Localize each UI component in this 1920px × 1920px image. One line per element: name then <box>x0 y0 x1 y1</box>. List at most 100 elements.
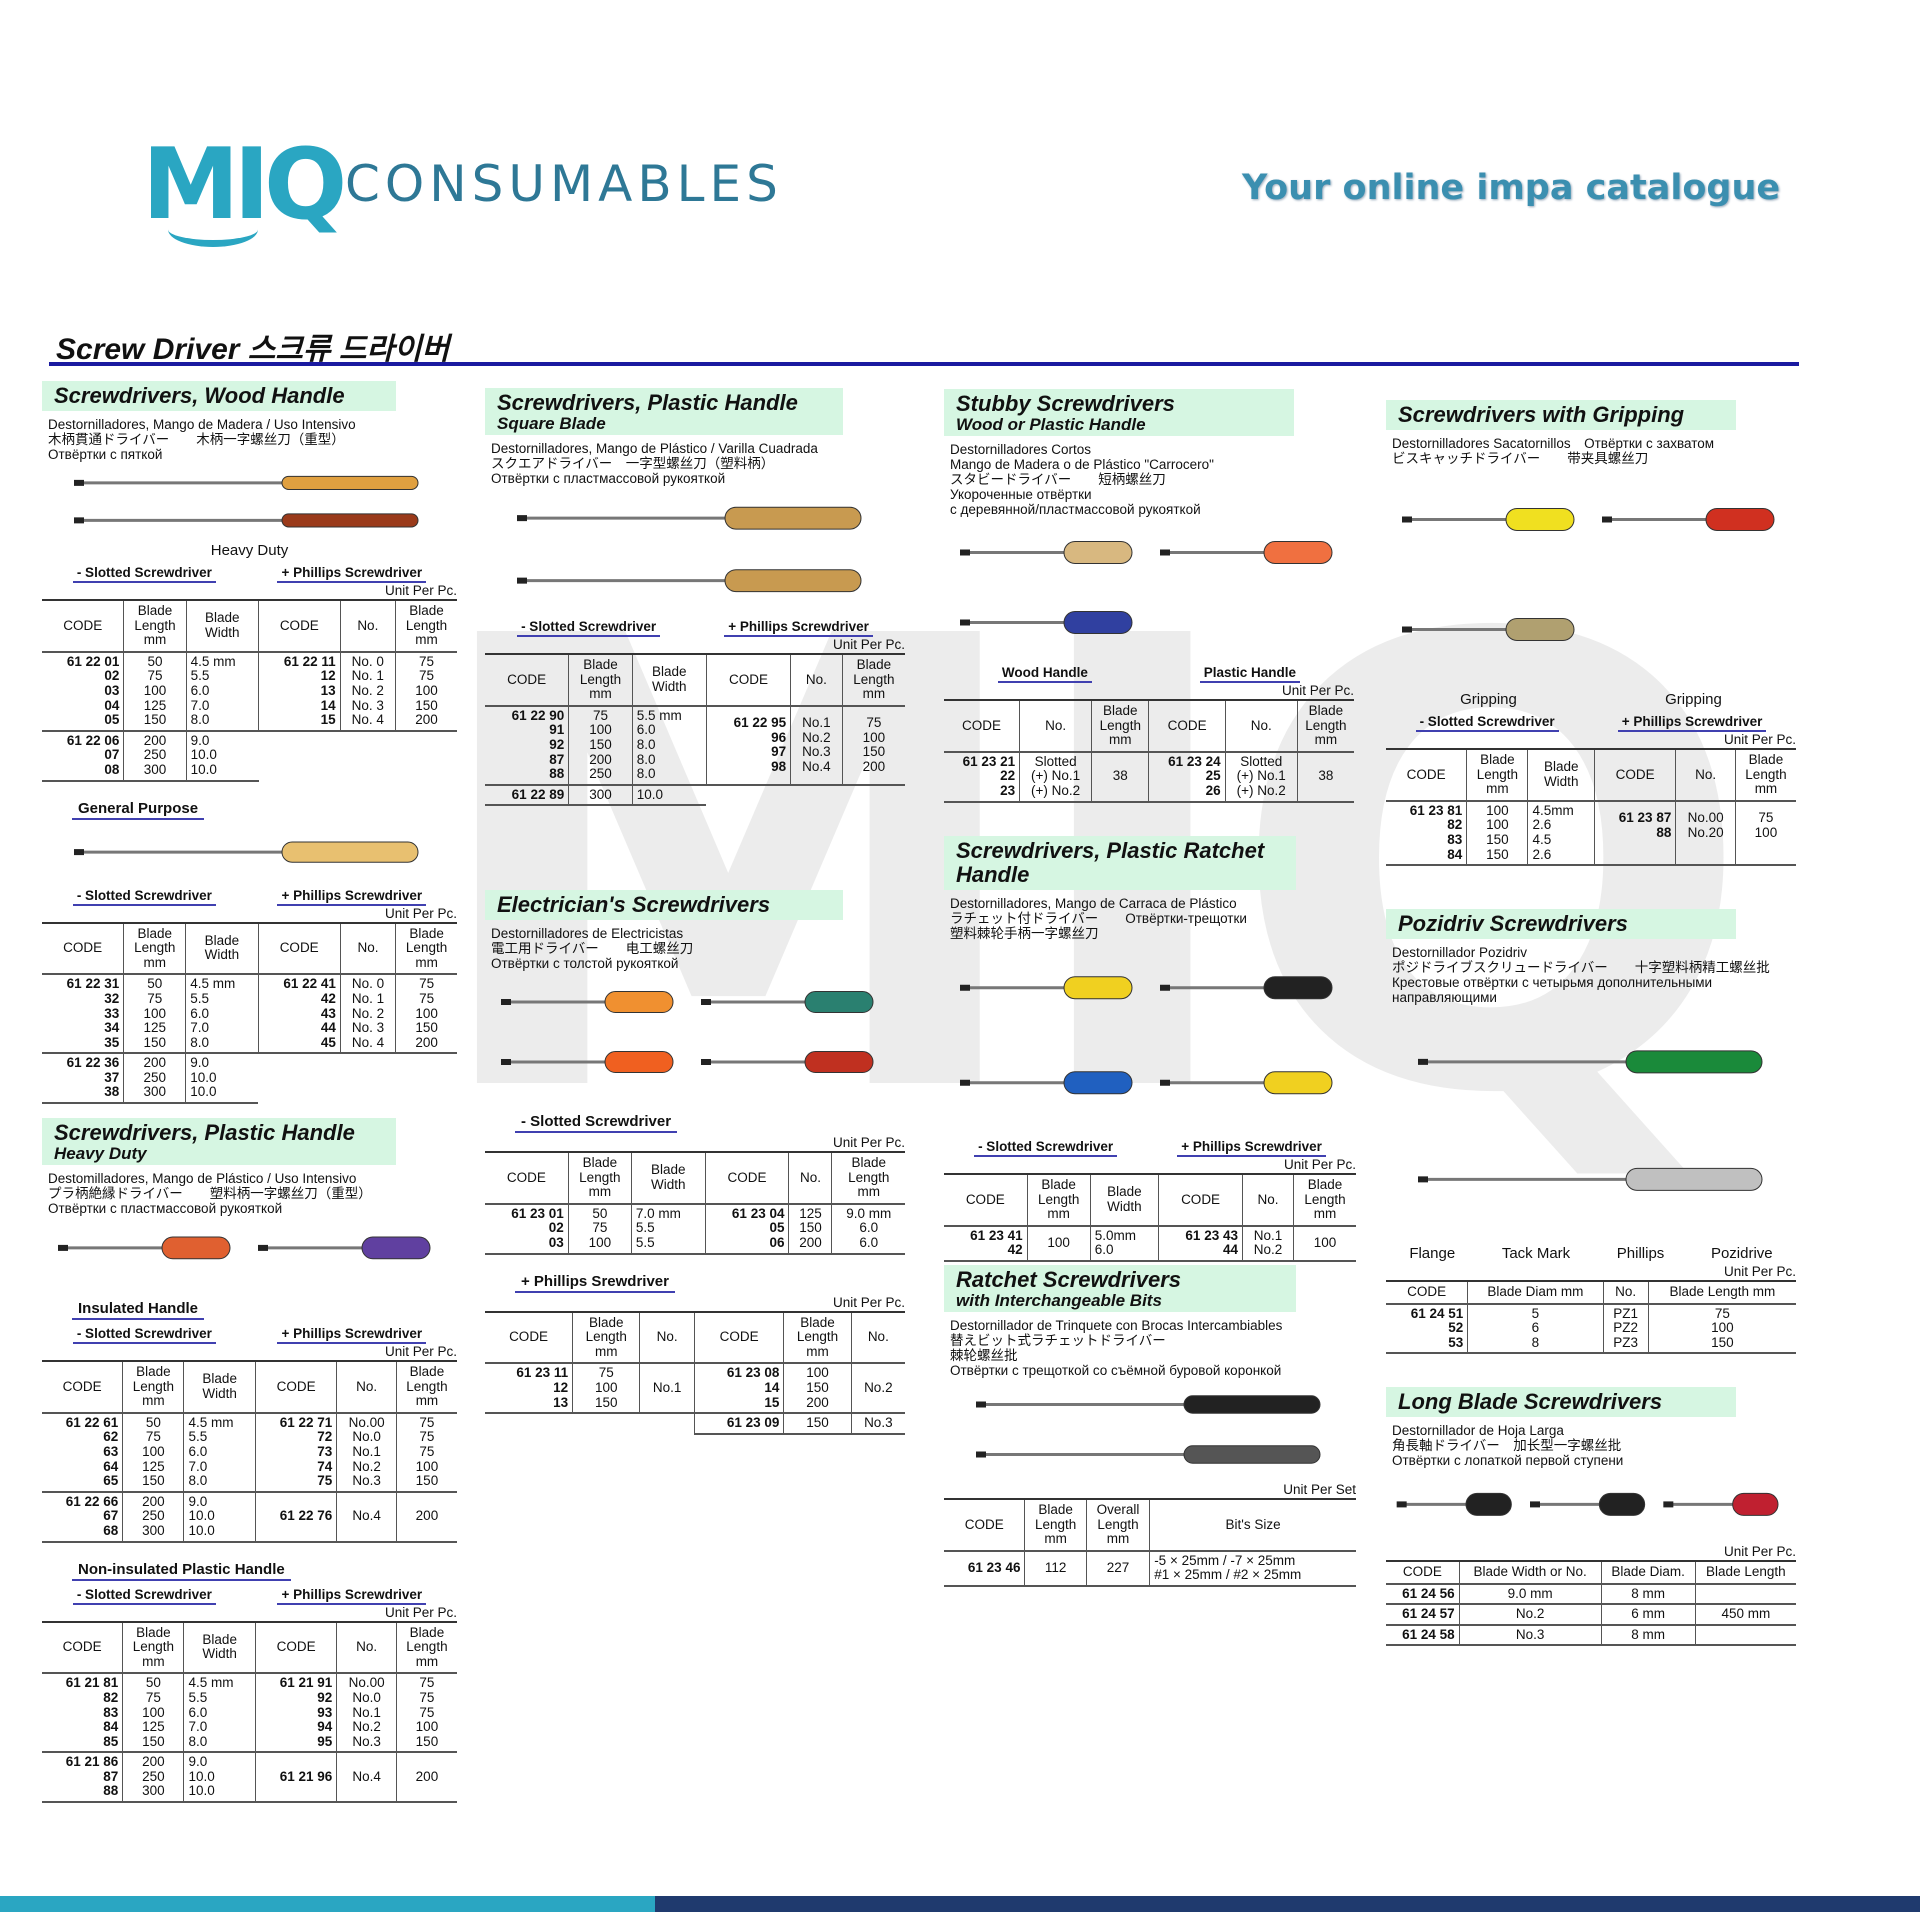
screwdriver-handle <box>724 506 862 530</box>
table-cell: 61 22 06 07 08 <box>42 730 124 782</box>
description-line: Destornilladores, Mango de Plástico / Va… <box>491 441 818 456</box>
section-title: Screwdrivers, Wood Handle <box>54 383 345 408</box>
column-header: Blade Length mm <box>1024 1498 1087 1552</box>
screwdriver-handle <box>281 840 419 863</box>
header-row: CODE Blade Length mm No. CODE Blade Length m… <box>485 1310 905 1365</box>
table-cell: 61 23 24 25 26 <box>1148 751 1226 803</box>
table-cell: 75 100 150 <box>1647 1303 1796 1355</box>
table-cell: No.2 <box>850 1363 905 1415</box>
screwdriver-handle <box>1263 976 1333 1000</box>
column-header: Blade Length mm <box>568 653 633 707</box>
product-table: CODE Blade Length mm Blade Width CODE No. Bla… <box>1386 748 1796 867</box>
description-line: Destornilladores Cortos <box>950 442 1092 457</box>
column-header: Blade Length mm <box>122 1360 184 1414</box>
table-cell: 450 mm <box>1694 1604 1796 1626</box>
description-line: 角長軸ドライバー 加长型一字螺丝批 <box>1392 1438 1622 1453</box>
column-header: Blade Length mm <box>1466 748 1528 802</box>
table-cell: 200 250 300 <box>123 730 187 782</box>
table-body: 61 24 51 52 53 5 6 8 PZ1 PZ2 PZ3 75 100 150 <box>1386 1303 1796 1355</box>
description-line: Destornillador de Trinquete con Brocas I… <box>950 1318 1283 1333</box>
column-header: Blade Diam. <box>1600 1560 1696 1585</box>
product-image <box>74 475 419 528</box>
column-header: No. <box>1602 1280 1649 1305</box>
table-header: CODE Blade Length mm Blade Width CODE No. Bla… <box>42 921 457 976</box>
screwdriver-handle <box>1263 541 1333 564</box>
type-headings: Wood Handle Plastic Handle <box>944 665 1354 683</box>
table-cell: 50 75 100 125 150 <box>122 1412 184 1493</box>
unit-note: Unit Per Pc. <box>832 1294 905 1310</box>
table-cell: 200 250 300 <box>122 1752 184 1804</box>
column-header: CODE <box>1158 1173 1243 1227</box>
unit-note: Unit Per Pc. <box>384 905 457 921</box>
screwdriver-tip <box>501 1059 511 1065</box>
description-line: スタビードライバー 短柄螺丝刀 <box>950 472 1166 487</box>
table-cell: 75 100 150 200 <box>841 705 905 786</box>
section-description: Destornilladores de Electricistas 電工用ドライバ… <box>485 926 905 971</box>
unit-note: Unit Per Pc. <box>1723 1264 1796 1279</box>
figure-label: Phillips <box>1616 1245 1665 1262</box>
table-cell: 112 <box>1024 1550 1087 1587</box>
table-cell: 100 <box>1026 1225 1091 1262</box>
screwdriver-illustration <box>701 991 874 1013</box>
sub-section-heading: Non-insulated Plastic Handle <box>72 1561 291 1581</box>
screwdriver-tip <box>1418 1058 1428 1065</box>
unit-note: Unit Per Pc. <box>384 1604 457 1620</box>
section-title: Electrician's Screwdrivers <box>497 892 771 917</box>
section-title: Screwdrivers with Gripping <box>1398 402 1685 427</box>
screwdriver-illustration <box>1530 1492 1646 1516</box>
screwdriver-handle <box>1465 1492 1512 1516</box>
description-line: Крестовые отвёртки с четырьмя дополнител… <box>1392 975 1713 990</box>
table-body: 61 21 81 82 83 84 85 50 75 100 125 150 4.5… <box>42 1673 457 1804</box>
description-line: ラチェット付ドライバー Отвёртки-трещотки <box>950 911 1247 926</box>
description-line: Укороченные отвёртки <box>950 487 1092 502</box>
column-header: Blade Length mm <box>1647 1280 1796 1305</box>
section-description: Destornillador Pozidriv ポジドライブスクリュードライバー … <box>1386 945 1796 1005</box>
product-illustration: Gripping Gripping <box>1386 470 1796 710</box>
section-subtitle: Square Blade <box>497 414 606 433</box>
type-heading: - Slotted Screwdriver <box>72 1326 216 1344</box>
product-table: CODE Blade Width or No. Blade Diam. Blade L… <box>1386 1560 1796 1647</box>
section-title-band: Screwdrivers, Plastic Ratchet Handle <box>944 836 1296 890</box>
table-cell: 5 6 8 <box>1467 1303 1604 1355</box>
description-line: 木柄貫通ドライバー 木柄一字螺丝刀（重型） <box>48 432 345 447</box>
screwdriver-illustration <box>960 541 1133 564</box>
product-illustration <box>485 490 905 615</box>
sub-section-label: Non-insulated Plastic Handle <box>42 1543 457 1583</box>
type-headings: - Slotted Screwdriver + Phillips Screwdri… <box>1386 714 1796 732</box>
description-line: スクエアドライバー 一字型螺丝刀（塑料柄） <box>491 456 775 471</box>
table-cell <box>396 1053 457 1103</box>
figure-label: Flange <box>1409 1245 1456 1262</box>
section-title: Pozidriv Screwdrivers <box>1398 911 1628 936</box>
table-cell: 61 22 95 96 97 98 <box>705 705 791 786</box>
table-cell: 4.5 mm 5.5 6.0 7.0 8.0 <box>183 1412 256 1493</box>
screwdriver-handle <box>1183 1395 1321 1414</box>
unit-note: Unit Per Pc. <box>384 1344 457 1359</box>
screwdriver-illustration <box>1418 1167 1763 1191</box>
figure-label: Tack Mark <box>1501 1245 1571 1262</box>
screwdriver-tip <box>960 1079 970 1086</box>
screwdriver-handle <box>161 1236 231 1260</box>
section-description: Destornillador de Hoja Larga 角長軸ドライバー 加长型… <box>1386 1423 1796 1468</box>
product-image <box>58 1236 431 1260</box>
table-header: CODE Blade Width or No. Blade Diam. Blade L… <box>1386 1560 1796 1585</box>
table-cell: -5 × 25mm / -7 × 25mm #1 × 25mm / #2 × 2… <box>1149 1550 1356 1587</box>
product-table: CODE Blade Length mm Blade Width CODE No. Bla… <box>42 921 457 1105</box>
unit-note: Unit Per Pc. <box>384 583 457 598</box>
description-line: Mango de Madera o de Plástico "Carrocero… <box>950 457 1214 472</box>
column-header: Blade Length mm <box>1734 748 1796 802</box>
figure-label: Gripping <box>1665 691 1722 708</box>
product-illustration <box>1386 1472 1796 1544</box>
tagline: Your online impa catalogue <box>1242 168 1781 208</box>
table-cell: 61 22 31 32 33 34 35 <box>42 974 124 1055</box>
description-line: направляющими <box>1392 990 1497 1005</box>
screwdriver-handle <box>1598 1492 1646 1516</box>
column-header: CODE <box>485 653 569 707</box>
type-heading: - Slotted Screwdriver <box>517 619 661 637</box>
table-row: 61 24 57 No.2 6 mm 450 mm <box>1386 1604 1796 1626</box>
table-cell: 75 100 <box>1734 800 1796 867</box>
table-cell: 61 21 96 <box>254 1752 337 1804</box>
table-cell: 61 22 71 72 73 74 75 <box>254 1412 337 1493</box>
section-title-band: Screwdrivers, Wood Handle <box>42 381 396 411</box>
product-illustration <box>944 521 1354 661</box>
table-cell: 100 150 200 <box>783 1363 852 1415</box>
